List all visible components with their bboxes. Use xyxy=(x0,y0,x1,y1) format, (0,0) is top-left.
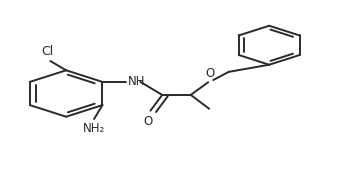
Text: O: O xyxy=(205,68,214,80)
Text: NH: NH xyxy=(128,75,146,88)
Text: NH₂: NH₂ xyxy=(83,122,105,135)
Text: Cl: Cl xyxy=(41,45,53,58)
Text: O: O xyxy=(143,115,152,128)
